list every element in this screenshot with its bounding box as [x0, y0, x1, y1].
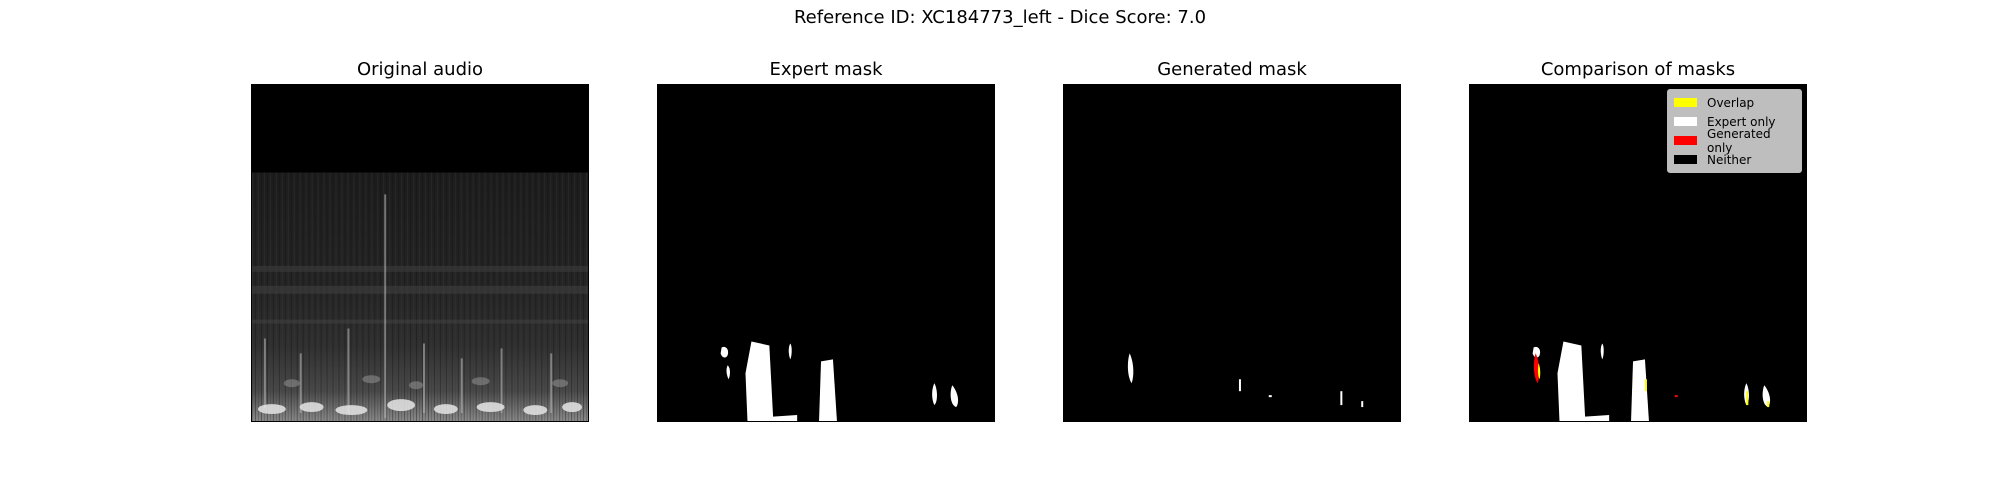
generated-mask [1063, 84, 1401, 422]
legend-swatch-neither [1674, 155, 1697, 164]
panel-title-generated-mask: Generated mask [1157, 59, 1307, 80]
original-audio-spectrogram [251, 84, 589, 422]
overlap-regions [1537, 363, 1770, 408]
legend: Overlap Expert only Generated only Neith… [1667, 89, 1802, 173]
expert-mask [657, 84, 995, 422]
legend-item-generated-only: Generated only [1672, 127, 1795, 155]
legend-swatch-generated-only [1674, 136, 1697, 145]
expert-mask-image [658, 85, 994, 421]
spectrogram-image [252, 85, 588, 421]
panel-title-comparison: Comparison of masks [1540, 59, 1736, 80]
comparison-mask-image [1470, 85, 1806, 421]
legend-label-generated-only: Generated only [1707, 126, 1771, 155]
panel-title-original-audio: Original audio [356, 59, 484, 80]
generated-only-regions [1533, 353, 1678, 398]
legend-item-expert-only: Expert only [1672, 112, 1795, 131]
legend-item-neither: Neither [1672, 150, 1795, 169]
legend-item-overlap: Overlap [1672, 93, 1795, 112]
panel-title-expert-mask: Expert mask [769, 59, 883, 80]
comparison-mask: Overlap Expert only Generated only Neith… [1469, 84, 1807, 422]
legend-swatch-overlap [1674, 98, 1697, 107]
generated-mask-image [1064, 85, 1400, 421]
legend-swatch-expert-only [1674, 117, 1697, 126]
legend-label-overlap: Overlap [1707, 95, 1755, 110]
legend-label-neither: Neither [1707, 152, 1752, 167]
figure-title: Reference ID: XC184773_left - Dice Score… [793, 7, 1207, 28]
legend-label-expert-only: Expert only [1707, 114, 1776, 129]
